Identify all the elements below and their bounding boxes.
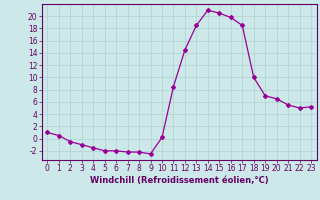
X-axis label: Windchill (Refroidissement éolien,°C): Windchill (Refroidissement éolien,°C): [90, 176, 268, 185]
